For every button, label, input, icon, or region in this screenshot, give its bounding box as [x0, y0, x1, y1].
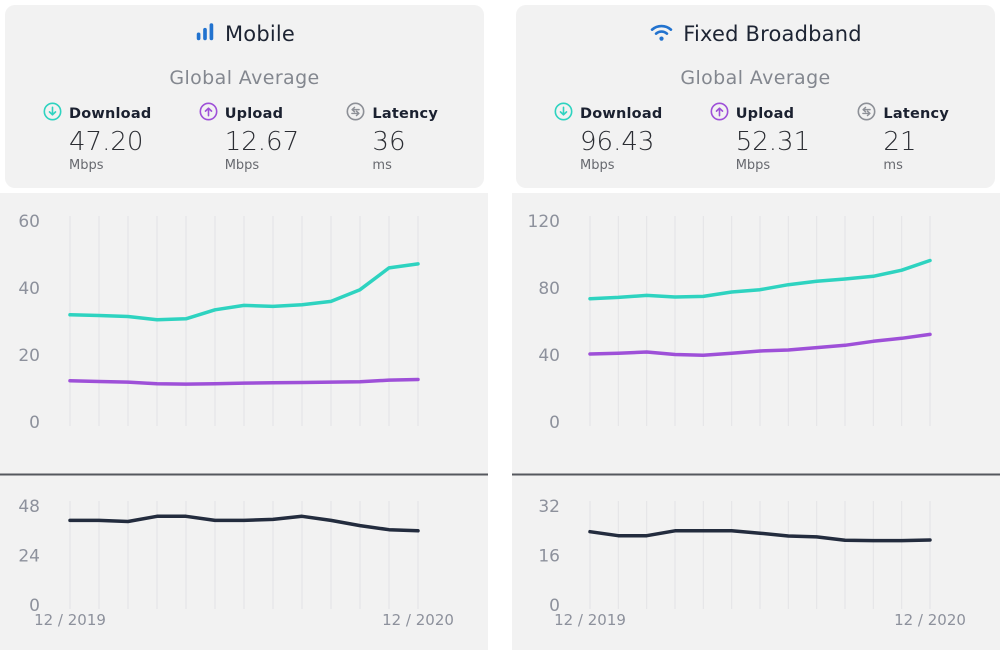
y-axis-tick: 40 [538, 346, 560, 366]
stat-unit: Mbps [69, 157, 104, 173]
latency-line [68, 514, 420, 533]
stat-label: Latency [883, 105, 949, 122]
stat-value: 47.20 [69, 127, 144, 157]
y-axis-tick: 16 [538, 547, 560, 567]
upload-circle-icon [710, 102, 729, 125]
download-line [68, 262, 420, 322]
stat-latency: Latency 36 ms [346, 102, 438, 173]
x-axis-label-end: 12 / 2020 [382, 611, 454, 629]
stat-unit: Mbps [735, 157, 771, 173]
y-axis-tick: 120 [528, 212, 560, 232]
stat-upload: Upload 52.31 Mbps [710, 102, 810, 173]
y-axis-tick: 32 [538, 497, 560, 517]
latency-circle-icon [346, 102, 365, 125]
stat-label: Download [69, 105, 152, 122]
stat-value: 36 [372, 127, 406, 157]
stat-download: Download 47.20 Mbps [43, 102, 151, 173]
y-axis-tick: 0 [549, 596, 560, 616]
download-circle-icon [43, 102, 62, 125]
stat-value: 21 [883, 127, 917, 157]
latency-line [588, 529, 932, 543]
y-axis-tick: 0 [549, 413, 560, 433]
mobile-header-card: Mobile Global Average Download 47.20 [5, 5, 484, 188]
upload-circle-icon [199, 102, 218, 125]
upload-line [68, 377, 420, 386]
y-axis-tick: 60 [18, 212, 40, 232]
stat-label: Upload [224, 105, 284, 122]
stat-unit: ms [372, 157, 392, 173]
stat-value: 96.43 [580, 127, 655, 157]
y-axis-tick: 0 [29, 413, 40, 433]
latency-circle-icon [857, 102, 876, 125]
subtitle: Global Average [169, 67, 320, 89]
stat-value: 52.31 [735, 127, 811, 157]
stat-value: 12.67 [224, 127, 300, 157]
mobile-stats-row: Download 47.20 Mbps Upload [5, 89, 484, 173]
column-gutter [488, 0, 512, 650]
x-axis-label-start: 12 / 2019 [554, 611, 626, 629]
fixed-title-row: Fixed Broadband [516, 5, 995, 47]
stat-unit: ms [883, 157, 903, 173]
y-axis-tick: 40 [18, 279, 40, 299]
fixed-header-card: Fixed Broadband Global Average Download [516, 5, 995, 188]
stat-upload: Upload 12.67 Mbps [199, 102, 299, 173]
fixed-charts-card: 120 80 40 0 32 16 0 12 / 2019 12 / 2020 [512, 193, 1000, 650]
y-axis-tick: 80 [538, 279, 560, 299]
stat-unit: Mbps [224, 157, 260, 173]
wifi-icon [649, 21, 674, 47]
download-line [588, 258, 932, 301]
fixed-broadband-panel: Fixed Broadband Global Average Download [512, 0, 1000, 650]
signal-bars-icon [194, 21, 216, 47]
y-axis-tick: 0 [29, 596, 40, 616]
y-axis-tick: 48 [18, 497, 40, 517]
mobile-panel: Mobile Global Average Download 47.20 [0, 0, 488, 650]
stat-label: Download [580, 105, 663, 122]
mobile-title-row: Mobile [5, 5, 484, 47]
stat-latency: Latency 21 ms [857, 102, 949, 173]
y-axis-tick: 24 [18, 547, 40, 567]
upload-line [588, 332, 932, 358]
fixed-stats-row: Download 96.43 Mbps Upload [516, 89, 995, 173]
page-title: Mobile [224, 22, 296, 46]
page-title: Fixed Broadband [683, 22, 862, 46]
stat-download: Download 96.43 Mbps [554, 102, 662, 173]
stat-label: Latency [372, 105, 438, 122]
stat-unit: Mbps [580, 157, 615, 173]
download-circle-icon [554, 102, 573, 125]
mobile-charts-card: 60 40 20 0 48 24 0 12 / 2019 12 / 2020 [0, 193, 488, 650]
x-axis-label-start: 12 / 2019 [34, 611, 106, 629]
subtitle: Global Average [680, 67, 831, 89]
stat-label: Upload [735, 105, 795, 122]
x-axis-label-end: 12 / 2020 [894, 611, 966, 629]
y-axis-tick: 20 [18, 346, 40, 366]
